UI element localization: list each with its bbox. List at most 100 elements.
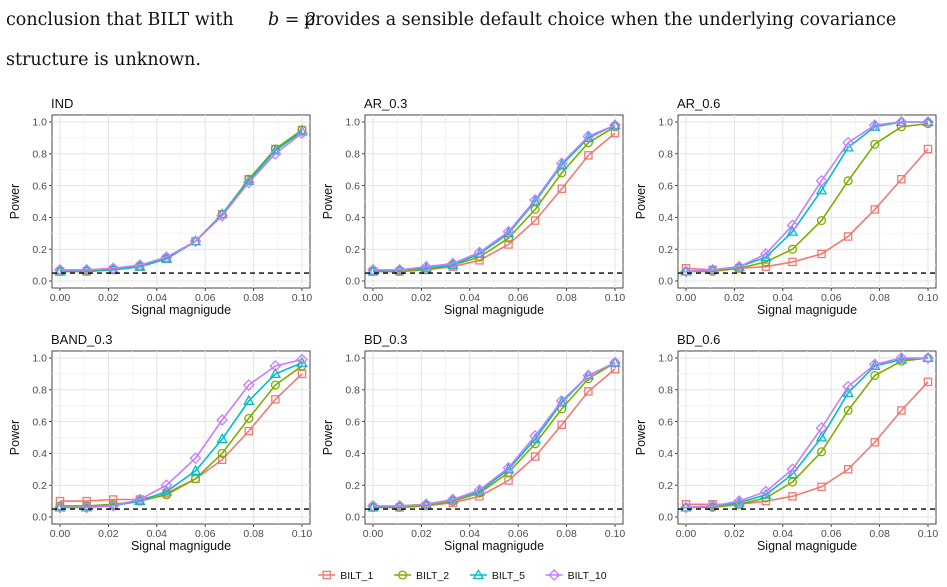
x-tick-label: 0.02 (724, 528, 745, 540)
data-point (896, 122, 906, 132)
data-point (446, 493, 459, 506)
data-point (189, 464, 202, 475)
x-tick-label: 0.02 (98, 292, 119, 304)
x-tick-label: 0.10 (292, 292, 313, 304)
data-point (243, 394, 255, 405)
data-point (242, 379, 255, 391)
data-point (296, 353, 308, 366)
data-point (54, 501, 66, 514)
x-tick-label: 0.08 (556, 292, 577, 304)
data-point (529, 429, 542, 442)
legend-key-marker (322, 570, 331, 580)
y-tick-label: 0.6 (658, 416, 673, 428)
data-point (216, 209, 229, 222)
data-point (108, 495, 118, 504)
data-point (923, 377, 933, 387)
series-line (373, 124, 616, 271)
x-tick-label: 0.10 (605, 292, 626, 304)
x-tick-label: 0.00 (676, 292, 697, 304)
y-tick-label: 0.0 (345, 512, 360, 524)
series-line (685, 357, 928, 509)
series-line (373, 362, 616, 507)
series-line (60, 132, 303, 271)
y-tick-label: 0.0 (345, 276, 360, 288)
data-point (502, 461, 515, 474)
x-tick-label: 0.00 (50, 292, 71, 304)
y-tick-label: 0.4 (658, 448, 673, 460)
data-point (895, 116, 908, 128)
data-point (609, 356, 621, 367)
data-point (584, 151, 593, 160)
y-tick-label: 0.4 (345, 448, 360, 460)
data-point (680, 265, 692, 278)
y-tick-label: 0.8 (658, 385, 673, 397)
paragraph-line-1-post: provides a sensible default choice when … (304, 10, 897, 30)
data-point (842, 136, 855, 149)
data-point (843, 176, 853, 186)
x-tick-label: 0.00 (363, 528, 384, 540)
chart-title: AR_0.3 (364, 96, 407, 111)
y-tick-label: 0.4 (32, 212, 47, 224)
y-tick-label: 1.0 (658, 117, 673, 129)
data-point (555, 157, 568, 170)
chart-panel: IND 0.00 0.02 0.04 0.06 0.08 0.10 0.0 0.2 0.4 0.6 0… (8, 96, 312, 317)
y-tick-label: 0.2 (32, 480, 47, 492)
data-point (786, 225, 799, 236)
data-point (609, 356, 621, 369)
chart-panel: BAND_0.3 0.00 0.02 0.04 0.06 0.08 0.10 0.0 0.2 0.… (8, 332, 312, 553)
data-point (922, 352, 934, 364)
data-point (923, 144, 933, 154)
y-tick-label: 1.0 (32, 353, 47, 365)
data-point (160, 485, 173, 496)
legend-key-marker (548, 569, 561, 581)
chart-panel: BD_0.3 0.00 0.02 0.04 0.06 0.08 0.10 0.0 0.2 0.4 0… (321, 332, 625, 553)
data-point (815, 422, 828, 434)
chart-title: IND (51, 96, 73, 111)
x-tick-label: 0.00 (50, 528, 71, 540)
x-tick-label: 0.10 (918, 528, 939, 540)
data-point (733, 260, 746, 273)
y-axis-label: Power (8, 420, 22, 455)
y-tick-label: 0.0 (658, 276, 673, 288)
x-tick-label: 0.08 (556, 528, 577, 540)
data-point (446, 257, 459, 270)
chart-title: AR_0.6 (677, 96, 720, 111)
data-point (420, 498, 433, 511)
y-tick-label: 0.6 (32, 416, 47, 428)
legend-label: BILT_1 (340, 570, 373, 582)
y-axis-label: Power (321, 184, 335, 219)
x-tick-label: 0.04 (460, 292, 481, 304)
y-axis-label: Power (634, 184, 648, 219)
data-point (530, 452, 540, 461)
x-axis-label: Signal magnigude (444, 303, 544, 317)
x-tick-label: 0.00 (676, 528, 697, 540)
data-point (189, 235, 202, 246)
data-point (502, 225, 515, 238)
series-line (60, 365, 303, 507)
data-point (706, 263, 719, 276)
y-tick-label: 0.2 (658, 480, 673, 492)
x-tick-label: 0.04 (147, 292, 168, 304)
data-point (80, 501, 93, 514)
y-tick-label: 0.6 (345, 416, 360, 428)
data-point (922, 116, 934, 128)
x-tick-label: 0.10 (292, 528, 313, 540)
x-tick-label: 0.02 (411, 292, 432, 304)
data-point (787, 244, 798, 254)
legend-item: BILT_2 (394, 570, 449, 582)
data-point (242, 176, 255, 189)
chart-panel: BD_0.6 0.00 0.02 0.04 0.06 0.08 0.10 0.0 0.2 0.4 0… (634, 332, 938, 553)
y-tick-label: 0.8 (345, 149, 360, 161)
data-point (555, 395, 568, 407)
y-tick-label: 0.0 (658, 512, 673, 524)
data-point (160, 479, 173, 492)
x-tick-label: 0.10 (605, 528, 626, 540)
y-tick-label: 0.6 (658, 180, 673, 192)
data-point (788, 492, 797, 501)
x-tick-label: 0.02 (98, 528, 119, 540)
y-tick-label: 0.2 (658, 244, 673, 256)
legend-item: BILT_10 (545, 569, 607, 582)
data-point (80, 263, 93, 276)
data-point (786, 467, 799, 479)
